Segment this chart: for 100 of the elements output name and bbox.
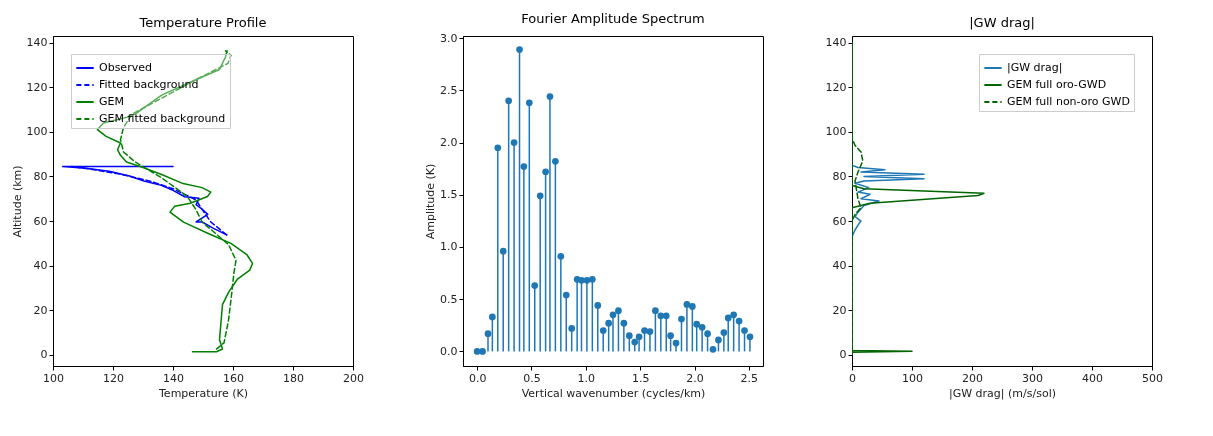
y-tick-label: 100: [825, 125, 847, 139]
y-axis-title: Altitude (km): [10, 165, 24, 238]
chart-title: |GW drag|: [969, 15, 1035, 30]
point: [735, 317, 743, 325]
y-tick-label: 80: [33, 169, 48, 183]
x-tick-label: 0.5: [523, 371, 541, 385]
y-tick-label: 2.0: [440, 136, 458, 150]
y-tick-label: 2.5: [440, 83, 458, 97]
line-series: [852, 164, 925, 238]
x-tick-label: 2.0: [686, 371, 704, 385]
point: [662, 312, 670, 320]
y-tick-label: 20: [832, 303, 847, 317]
point: [688, 303, 696, 310]
y-tick-label: 80: [832, 169, 847, 183]
point: [646, 328, 654, 335]
point: [615, 307, 622, 314]
point: [536, 192, 544, 200]
legend-label: Observed: [99, 61, 152, 74]
point: [568, 325, 576, 332]
x-tick-label: 200: [343, 371, 364, 385]
point: [583, 277, 591, 284]
y-tick-label: 20: [33, 303, 48, 317]
point: [698, 324, 706, 331]
point: [746, 333, 754, 341]
y-axis-title: Amplitude (K): [424, 163, 438, 240]
point: [488, 313, 496, 321]
point: [683, 301, 691, 308]
y-tick-label: 120: [825, 80, 847, 94]
point: [546, 93, 554, 100]
point: [516, 46, 523, 53]
y-tick-label: 60: [832, 214, 847, 228]
point: [741, 327, 748, 334]
x-axis-title: Temperature (K): [158, 386, 248, 400]
point: [625, 332, 633, 340]
y-tick-label: 0: [40, 348, 48, 362]
x-tick-label: 180: [283, 371, 304, 385]
x-tick-label: 400: [1082, 371, 1103, 385]
point: [672, 339, 680, 347]
x-tick-label: 140: [163, 371, 184, 385]
legend-label: GEM full non-oro GWD: [1007, 95, 1130, 108]
point: [520, 163, 528, 170]
y-tick-label: 1.5: [440, 188, 458, 202]
y-tick-label: 0.0: [440, 344, 458, 358]
point: [693, 320, 701, 328]
point: [652, 307, 659, 314]
x-tick-label: 100: [902, 371, 923, 385]
y-tick-label: 3.0: [440, 31, 458, 45]
legend-label: GEM: [99, 95, 124, 108]
point: [609, 311, 617, 319]
chart-title: Fourier Amplitude Spectrum: [521, 11, 705, 27]
point: [531, 282, 539, 289]
point: [720, 329, 728, 336]
point: [510, 139, 518, 146]
point: [641, 327, 648, 334]
x-tick-label: 200: [962, 371, 983, 385]
y-tick-label: 0.5: [440, 292, 458, 306]
y-tick-label: 100: [26, 125, 48, 139]
point: [605, 319, 613, 327]
point: [484, 330, 492, 337]
point: [505, 97, 513, 105]
point: [552, 157, 559, 165]
y-tick-label: 60: [33, 214, 48, 228]
x-tick-label: 1.5: [631, 371, 650, 385]
point: [588, 275, 596, 283]
y-tick-label: 140: [825, 36, 847, 50]
x-tick-label: 2.5: [740, 371, 759, 385]
point: [730, 311, 738, 319]
y-tick-label: 1.0: [440, 240, 458, 254]
y-tick-label: 120: [26, 80, 48, 94]
point: [499, 247, 507, 255]
x-tick-label: 500: [1142, 371, 1163, 385]
x-tick-label: 100: [43, 371, 64, 385]
point: [599, 327, 607, 334]
x-axis-title: |GW drag| (m/s/sol): [949, 386, 1056, 400]
point: [525, 99, 533, 107]
point: [594, 302, 602, 309]
point: [578, 277, 585, 284]
point: [562, 291, 570, 299]
y-tick-label: 40: [33, 259, 48, 273]
y-tick-label: 0: [839, 348, 847, 362]
point: [631, 338, 639, 346]
point: [715, 336, 722, 344]
point: [704, 330, 711, 337]
y-tick-label: 40: [832, 259, 847, 273]
x-tick-label: 300: [1022, 371, 1043, 385]
point: [494, 144, 502, 152]
x-tick-label: 120: [103, 371, 124, 385]
point: [635, 333, 643, 341]
x-axis-title: Vertical wavenumber (cycles/km): [521, 386, 706, 400]
x-tick-label: 1.0: [577, 371, 596, 385]
y-tick-label: 140: [26, 36, 48, 50]
legend-label: |GW drag|: [1007, 61, 1063, 74]
legend-label: GEM fitted background: [99, 112, 226, 125]
point: [667, 332, 674, 340]
legend-label: GEM full oro-GWD: [1007, 78, 1107, 91]
point: [557, 253, 565, 260]
point: [724, 314, 732, 322]
x-tick-label: 0.0: [468, 371, 487, 385]
x-tick-label: 0: [849, 371, 856, 385]
point: [542, 168, 549, 176]
